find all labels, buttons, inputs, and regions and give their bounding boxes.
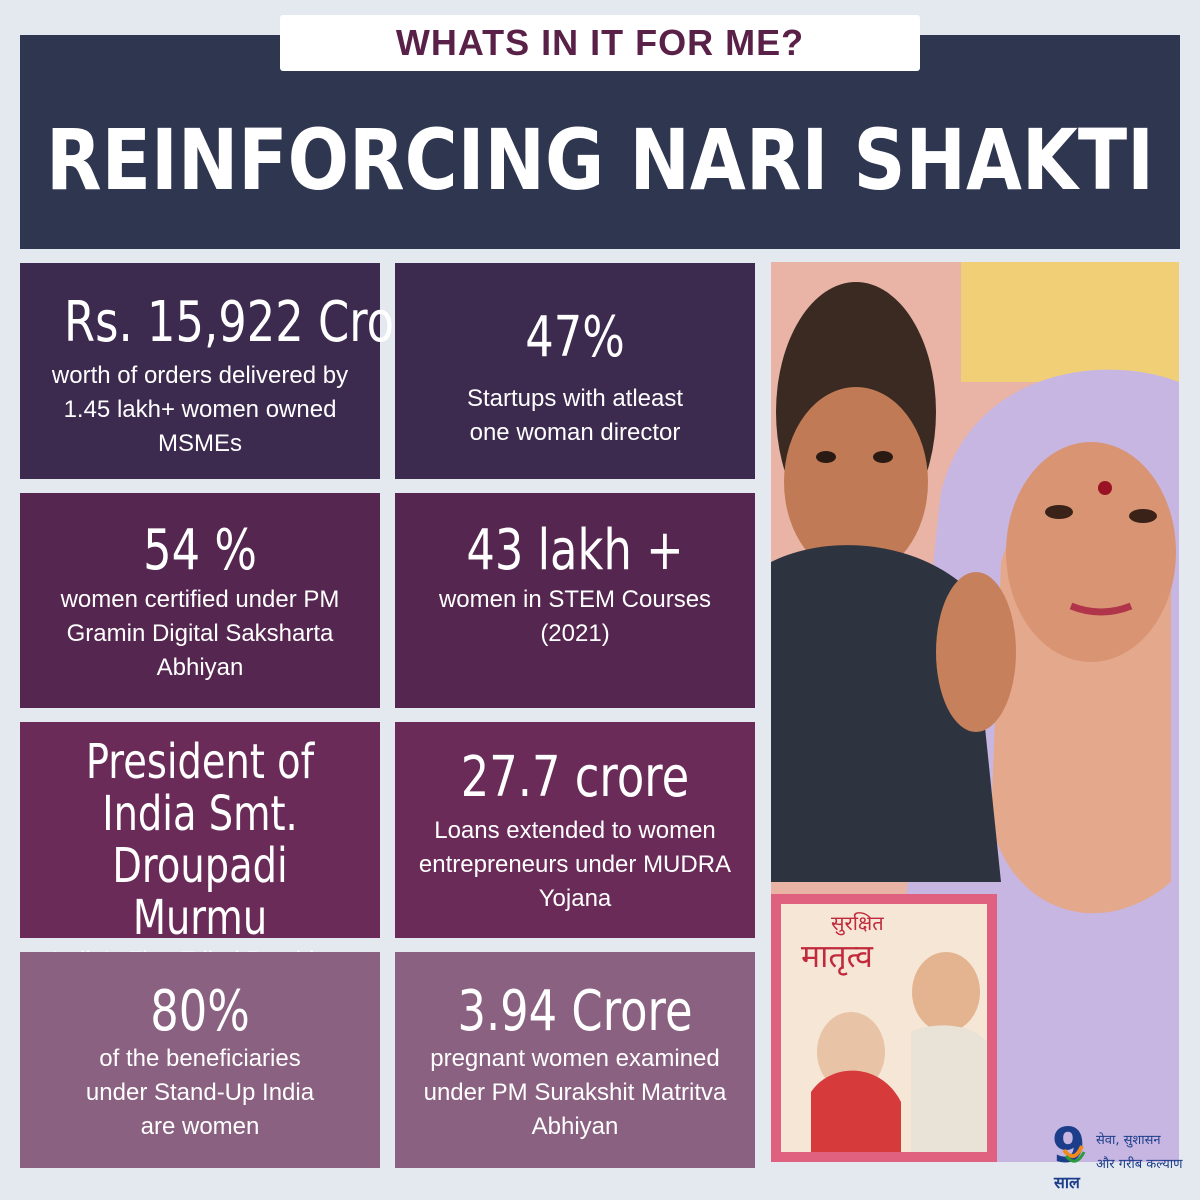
stat-description: Loans extended to women entrepreneurs un… bbox=[418, 817, 732, 912]
stat-tile-standup-india: 80% of the beneficiaries under Stand-Up … bbox=[20, 952, 380, 1168]
stat-value: 3.94 Crore bbox=[457, 979, 693, 1044]
stat-description: worth of orders delivered by 1.45 lakh+ … bbox=[51, 362, 349, 457]
stat-value: 80% bbox=[150, 979, 250, 1044]
stat-tile-stem: 43 lakh + women in STEM Courses (2021) bbox=[395, 493, 755, 708]
mother-child-photo: सुरक्षित मातृत्व bbox=[771, 262, 1179, 1162]
photo-illustration: सुरक्षित मातृत्व bbox=[771, 262, 1179, 1162]
logo-word: साल bbox=[1053, 1173, 1081, 1192]
booklet-title-line2: मातृत्व bbox=[801, 937, 874, 976]
stat-value: 43 lakh + bbox=[466, 518, 684, 583]
stat-tile-president: President of India Smt. Droupadi Murmu I… bbox=[20, 722, 380, 974]
stat-description: of the beneficiaries under Stand-Up Indi… bbox=[85, 1045, 315, 1140]
stat-tile-surakshit-matritva: 3.94 Crore pregnant women examined under… bbox=[395, 952, 755, 1168]
nine-years-logo: 9 साल सेवा, सुशासन और गरीब कल्याण bbox=[1052, 1120, 1183, 1192]
stat-value: Rs. 15,922 Crore bbox=[64, 290, 440, 355]
stat-value: President of India Smt. Droupadi Murmu bbox=[85, 734, 315, 946]
booklet-title-line1: सुरक्षित bbox=[831, 911, 884, 936]
stat-value: 27.7 crore bbox=[460, 745, 690, 810]
stat-description: pregnant women examined under PM Suraksh… bbox=[423, 1045, 727, 1140]
stat-tile-msme-orders: Rs. 15,922 Crore worth of orders deliver… bbox=[20, 263, 440, 479]
stat-description: women certified under PM Gramin Digital … bbox=[60, 586, 340, 681]
logo-tagline-line1: सेवा, सुशासन bbox=[1096, 1132, 1161, 1148]
stat-description: Startups with atleast one woman director bbox=[466, 385, 684, 446]
stat-description: women in STEM Courses (2021) bbox=[438, 586, 712, 647]
stat-tile-mudra-loans: 27.7 crore Loans extended to women entre… bbox=[395, 722, 755, 938]
logo-tagline-line2: और गरीब कल्याण bbox=[1096, 1156, 1183, 1172]
page-headline: REINFORCING NARI SHAKTI bbox=[45, 111, 1155, 209]
stat-value: 47% bbox=[525, 305, 625, 370]
stat-value: 54 % bbox=[143, 518, 257, 583]
stat-tile-digital-saksharta: 54 % women certified under PM Gramin Dig… bbox=[20, 493, 380, 708]
stat-tile-startups: 47% Startups with atleast one woman dire… bbox=[395, 263, 755, 479]
kicker-label: WHATS IN IT FOR ME? bbox=[280, 15, 920, 71]
